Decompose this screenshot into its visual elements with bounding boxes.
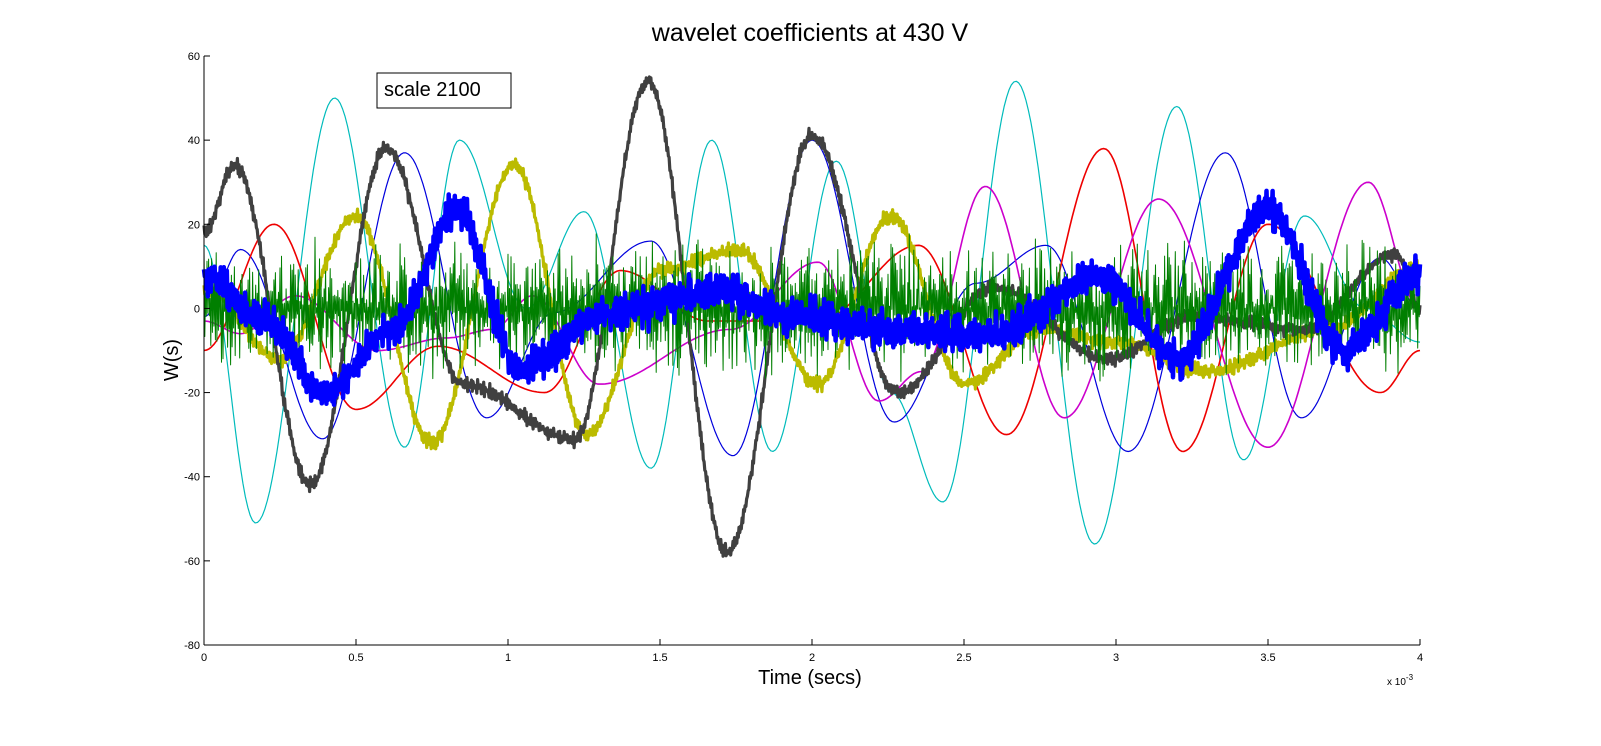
axes: 0 0.5 1 1.5 2 2.5 3 3.5 4 60 40 20 0 -20 -40 -60 -80 <box>184 51 1423 664</box>
y-tick-label-0: 60 <box>188 51 200 63</box>
scale-legend-box: scale 2100 <box>376 72 512 109</box>
y-tick-label-4: -20 <box>184 388 200 400</box>
y-tick-label-7: -80 <box>184 640 200 652</box>
x-exponent-base: x 10 <box>1387 677 1406 688</box>
x-tick-label-4: 2 <box>809 652 815 664</box>
y-tick-label-1: 40 <box>188 135 200 147</box>
x-tick-label-3: 1.5 <box>652 652 667 664</box>
x-tick-label-0: 0 <box>201 652 207 664</box>
legend-border <box>376 72 512 109</box>
x-tick-label-5: 2.5 <box>956 652 971 664</box>
x-exponent-label: x 10-3 <box>1387 673 1414 688</box>
x-tick-label-2: 1 <box>505 652 511 664</box>
series-line-4 <box>202 157 1422 451</box>
y-tick-label-6: -60 <box>184 556 200 568</box>
y-tick-label-2: 20 <box>188 219 200 231</box>
x-axis-label: Time (secs) <box>758 667 862 689</box>
series-line-7 <box>201 188 1423 407</box>
y-tick-label-5: -40 <box>184 472 200 484</box>
y-axis-label: W(s) <box>161 339 183 381</box>
x-tick-label-8: 4 <box>1417 652 1423 664</box>
x-tick-label-6: 3 <box>1113 652 1119 664</box>
x-tick-label-1: 0.5 <box>348 652 363 664</box>
x-exponent-power: -3 <box>1406 673 1414 682</box>
legend-label: scale 2100 <box>384 79 481 101</box>
plot-area <box>201 75 1423 558</box>
series-line-0 <box>203 80 1421 545</box>
y-tick-label-3: 0 <box>194 303 200 315</box>
chart-title: wavelet coefficients at 430 V <box>651 19 969 47</box>
x-tick-label-7: 3.5 <box>1260 652 1275 664</box>
